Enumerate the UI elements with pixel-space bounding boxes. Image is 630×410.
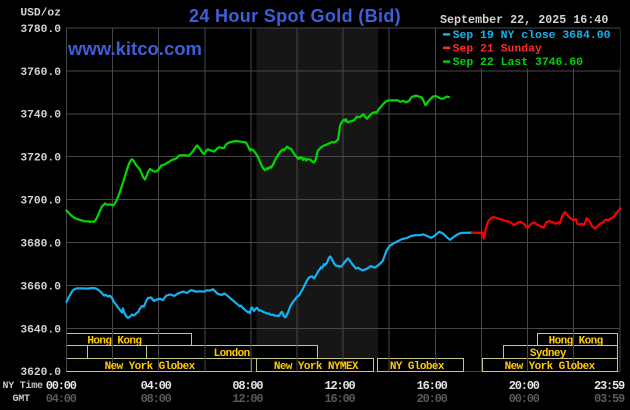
svg-text:3780.0: 3780.0 [20, 24, 61, 36]
svg-text:September 22, 2025 16:40: September 22, 2025 16:40 [440, 13, 608, 27]
svg-text:New York Globex: New York Globex [505, 361, 596, 373]
svg-text:NY Time: NY Time [3, 380, 44, 392]
svg-text:00:00: 00:00 [46, 379, 77, 393]
svg-text:20:00: 20:00 [417, 392, 448, 406]
svg-text:Sydney: Sydney [530, 348, 567, 360]
svg-text:12:00: 12:00 [324, 379, 355, 393]
svg-text:Hong Kong: Hong Kong [549, 336, 603, 348]
svg-text:3660.0: 3660.0 [20, 281, 61, 293]
svg-text:23:59: 23:59 [594, 379, 625, 393]
svg-text:03:59: 03:59 [594, 392, 625, 406]
svg-text:04:00: 04:00 [141, 379, 172, 393]
svg-text:00:00: 00:00 [509, 392, 540, 406]
svg-text:3620.0: 3620.0 [20, 367, 61, 379]
svg-text:Sep 19 NY close 3684.00: Sep 19 NY close 3684.00 [453, 29, 611, 42]
svg-text:www.kitco.com: www.kitco.com [67, 38, 202, 59]
svg-text:3680.0: 3680.0 [20, 239, 61, 251]
svg-text:Hong Kong: Hong Kong [87, 336, 141, 348]
svg-text:3700.0: 3700.0 [20, 196, 61, 208]
svg-text:NY Globex: NY Globex [390, 361, 445, 373]
svg-text:USD/oz: USD/oz [20, 8, 61, 20]
svg-text:3640.0: 3640.0 [20, 324, 61, 336]
svg-text:3720.0: 3720.0 [20, 153, 61, 165]
svg-text:New York Globex: New York Globex [105, 361, 196, 373]
svg-text:Sep 21 Sunday: Sep 21 Sunday [453, 43, 542, 56]
svg-text:Sep 22 Last 3746.60: Sep 22 Last 3746.60 [453, 56, 584, 69]
svg-text:London: London [214, 348, 250, 360]
svg-text:GMT: GMT [12, 394, 30, 405]
svg-text:08:00: 08:00 [232, 379, 263, 393]
svg-text:12:00: 12:00 [232, 392, 263, 406]
svg-text:24 Hour Spot Gold (Bid): 24 Hour Spot Gold (Bid) [189, 6, 401, 26]
svg-text:3760.0: 3760.0 [20, 67, 61, 79]
svg-text:3740.0: 3740.0 [20, 110, 61, 122]
svg-text:New York NYMEX: New York NYMEX [274, 361, 359, 373]
svg-text:16:00: 16:00 [324, 392, 355, 406]
svg-text:08:00: 08:00 [141, 392, 172, 406]
svg-text:20:00: 20:00 [509, 379, 540, 393]
svg-text:04:00: 04:00 [46, 392, 77, 406]
svg-text:16:00: 16:00 [417, 379, 448, 393]
